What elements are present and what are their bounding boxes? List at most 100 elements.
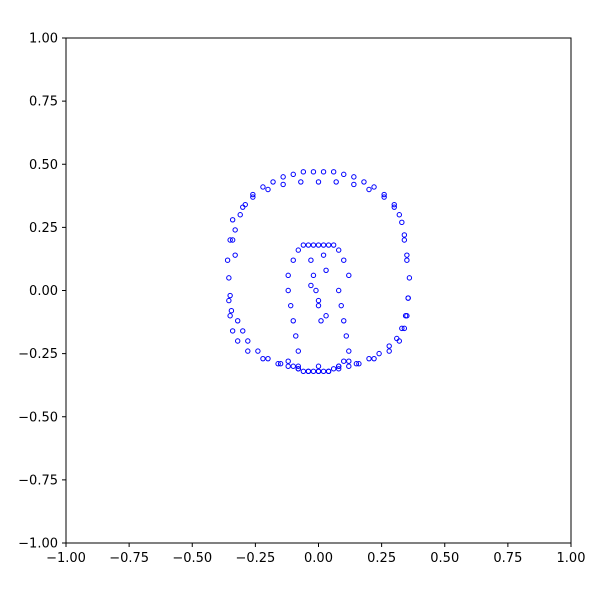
data-point (305, 242, 312, 248)
data-point (401, 232, 408, 238)
data-point (308, 282, 314, 289)
data-point (405, 295, 411, 301)
data-point (226, 297, 232, 304)
y-axis: −1.00 −0.75 −0.50 −0.25 0.00 0.25 0.50 0.75 1.00 (18, 32, 66, 552)
data-point (341, 318, 347, 324)
data-point (227, 237, 233, 243)
data-point (376, 350, 382, 357)
data-point (305, 368, 312, 374)
data-point (396, 338, 402, 344)
data-point (346, 358, 352, 364)
data-point (356, 361, 362, 367)
data-point (315, 242, 322, 248)
data-point (330, 366, 337, 372)
data-point (285, 358, 291, 364)
data-point (260, 355, 266, 362)
data-point (240, 328, 246, 334)
data-point (250, 191, 256, 198)
x-tick-label: 1.00 (557, 551, 586, 566)
data-point (245, 338, 251, 344)
data-point (295, 366, 301, 372)
data-point (361, 179, 367, 185)
data-point (391, 201, 397, 208)
data-point (336, 247, 342, 253)
data-point (235, 318, 241, 324)
y-tick-label: 0.50 (29, 158, 58, 173)
data-point (265, 186, 271, 193)
data-point (404, 252, 410, 258)
x-tick-label: −0.50 (172, 551, 212, 566)
data-point (406, 275, 413, 281)
y-tick-label: −0.25 (18, 347, 58, 362)
data-point (280, 181, 286, 188)
data-point (341, 358, 347, 364)
data-point (313, 287, 319, 294)
data-point (318, 318, 324, 324)
data-point (323, 313, 329, 319)
data-point (226, 275, 232, 281)
data-point (229, 217, 236, 223)
data-point (353, 361, 360, 367)
data-point (336, 366, 342, 372)
data-point (295, 363, 301, 369)
data-point (323, 267, 329, 273)
data-point (255, 348, 261, 354)
data-point (227, 292, 233, 299)
data-point (330, 169, 337, 175)
data-point (245, 348, 251, 354)
data-point (366, 186, 372, 193)
y-tick-label: 0.25 (29, 221, 58, 236)
data-point (300, 368, 307, 374)
x-tick-label: −0.25 (235, 551, 275, 566)
data-point (346, 272, 352, 279)
x-tick-label: 0.00 (304, 551, 333, 566)
data-point (260, 184, 266, 190)
x-tick-label: 0.75 (493, 551, 522, 566)
data-point (333, 179, 339, 185)
data-point (290, 257, 296, 263)
data-point (399, 219, 405, 226)
x-tick-label: −1.00 (46, 551, 86, 566)
y-tick-label: −0.75 (18, 473, 58, 488)
data-point (227, 313, 233, 319)
data-point (341, 171, 347, 178)
data-point (336, 287, 342, 294)
y-tick-label: 1.00 (29, 32, 58, 47)
y-tick-label: 0.00 (29, 284, 58, 299)
data-point (315, 179, 322, 185)
data-point (277, 361, 284, 367)
x-tick-label: 0.25 (367, 551, 396, 566)
data-point (228, 308, 235, 314)
data-point (381, 194, 387, 200)
y-tick-label: −0.50 (18, 410, 58, 425)
data-point (285, 272, 291, 279)
data-point (298, 179, 304, 185)
data-point (351, 181, 357, 188)
x-tick-label: 0.50 (430, 551, 459, 566)
data-point (325, 368, 332, 374)
data-point (290, 363, 296, 369)
data-point (285, 363, 291, 369)
data-point (300, 242, 307, 248)
data-point (371, 184, 377, 190)
data-point (280, 174, 286, 180)
y-tick-label: 0.75 (29, 95, 58, 110)
data-point (330, 242, 337, 248)
data-point (401, 237, 408, 243)
data-point (232, 252, 238, 258)
data-point (336, 363, 342, 369)
x-tick-label: −0.75 (109, 551, 149, 566)
data-point (371, 355, 377, 362)
data-point (310, 272, 317, 279)
data-point (399, 325, 405, 332)
data-point (325, 242, 332, 248)
data-point (290, 171, 296, 178)
data-point (346, 363, 352, 369)
data-point (343, 333, 349, 339)
data-point (290, 318, 296, 324)
data-point (320, 242, 327, 248)
data-point (391, 204, 397, 210)
x-axis: −1.00 −0.75 −0.50 −0.25 0.00 0.25 0.50 0.75 1.00 (46, 543, 585, 566)
data-point (250, 194, 256, 200)
